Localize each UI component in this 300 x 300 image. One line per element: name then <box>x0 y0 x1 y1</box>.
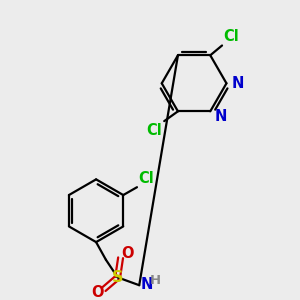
Text: O: O <box>121 246 134 261</box>
Text: N: N <box>140 277 153 292</box>
Text: N: N <box>231 76 244 91</box>
Text: Cl: Cl <box>138 171 154 186</box>
Text: H: H <box>150 274 161 287</box>
Text: N: N <box>214 109 226 124</box>
Text: Cl: Cl <box>146 123 162 138</box>
Text: O: O <box>91 285 103 300</box>
Text: Cl: Cl <box>223 28 239 44</box>
Text: S: S <box>112 270 123 285</box>
